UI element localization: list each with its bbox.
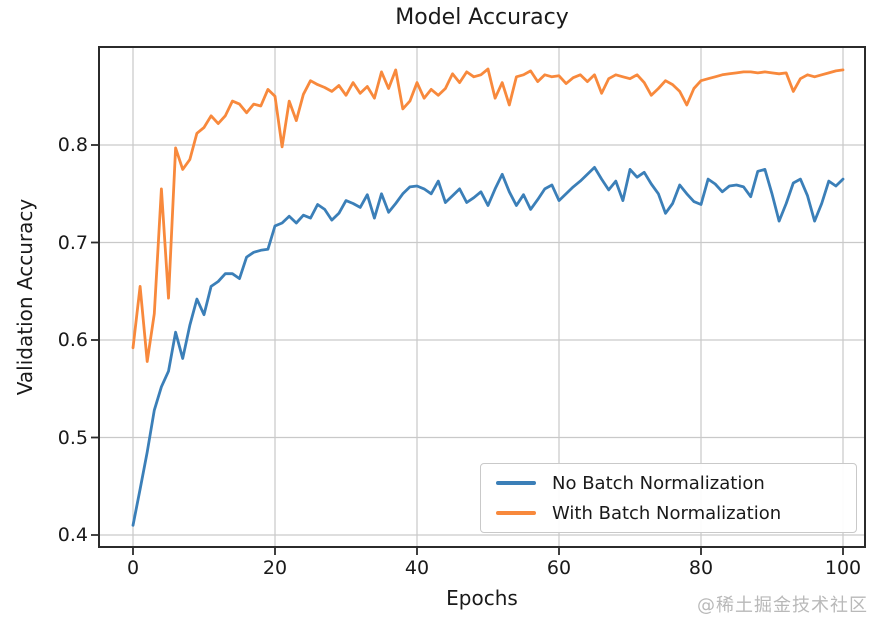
y-axis-label: Validation Accuracy <box>13 198 37 396</box>
legend-label: No Batch Normalization <box>552 472 765 494</box>
legend: No Batch Normalization With Batch Normal… <box>480 463 857 533</box>
x-tick-label: 40 <box>404 557 430 579</box>
x-tick-label: 20 <box>262 557 288 579</box>
x-tick-label: 60 <box>546 557 572 579</box>
legend-line-sample-blue <box>496 481 536 485</box>
y-tick-label: 0.8 <box>57 134 88 156</box>
x-tick-label: 100 <box>824 557 862 579</box>
x-axis-label: Epochs <box>446 586 518 610</box>
y-tick-label: 0.5 <box>57 426 88 449</box>
watermark-text: @稀土掘金技术社区 <box>697 595 868 616</box>
y-tick-label: 0.6 <box>57 329 88 351</box>
legend-entry-no-batch-norm: No Batch Normalization <box>481 473 856 494</box>
legend-line-sample-orange <box>496 511 536 515</box>
legend-entry-with-batch-norm: With Batch Normalization <box>481 503 856 524</box>
chart-title: Model Accuracy <box>395 5 569 30</box>
y-tick-label: 0.4 <box>57 524 88 546</box>
y-tick-label: 0.7 <box>57 231 88 254</box>
x-tick-label: 0 <box>126 557 140 579</box>
x-tick-label: 80 <box>688 557 714 579</box>
legend-label: With Batch Normalization <box>552 502 782 524</box>
